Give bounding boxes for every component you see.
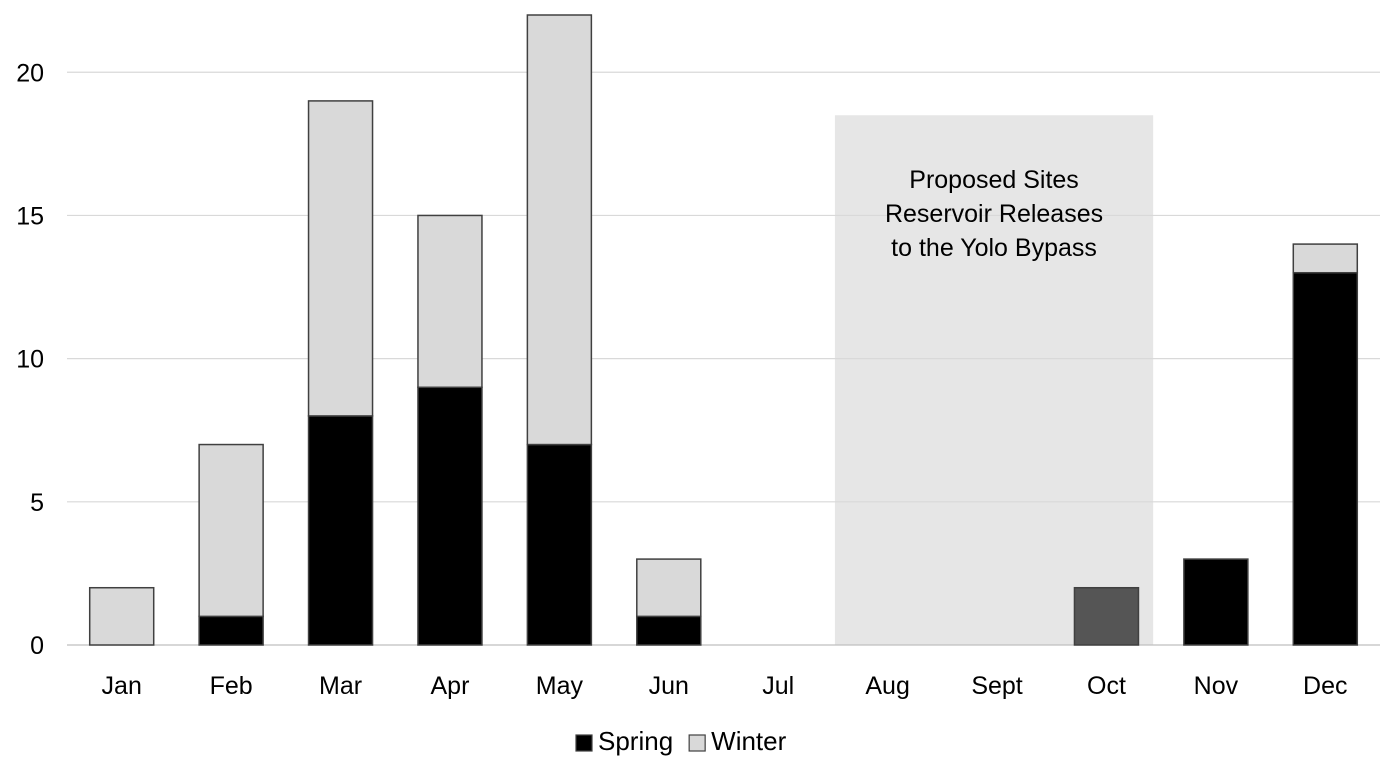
annotation-text: Reservoir Releases	[885, 200, 1103, 228]
bar-winter-feb	[198, 443, 264, 618]
legend-label-winter: Winter	[711, 726, 786, 756]
y-tick-label: 0	[30, 632, 44, 660]
bar-spring-jun	[636, 615, 702, 646]
y-tick-label: 5	[30, 489, 44, 517]
x-tick-label: Feb	[210, 672, 253, 700]
legend-swatch-spring	[575, 734, 593, 752]
legend-label-spring: Spring	[598, 726, 673, 756]
annotation-text: to the Yolo Bypass	[891, 234, 1097, 262]
annotation-shade	[834, 115, 1154, 645]
x-tick-label: Apr	[431, 672, 470, 700]
y-tick-label: 20	[16, 59, 44, 87]
bar-spring-apr	[417, 386, 483, 646]
y-tick-label: 15	[16, 202, 44, 230]
x-tick-label: Dec	[1303, 672, 1347, 700]
bar-spring-nov	[1183, 558, 1249, 646]
annotation-text: Proposed Sites	[909, 166, 1079, 194]
x-tick-label: Jul	[762, 672, 794, 700]
x-tick-label: Jan	[102, 672, 142, 700]
legend-swatch-winter	[688, 734, 706, 752]
x-tick-label: Aug	[865, 672, 909, 700]
bar-spring-may	[526, 443, 593, 646]
bar-spring-feb	[198, 615, 264, 646]
x-tick-label: Oct	[1087, 672, 1126, 700]
bar-spring-dec	[1292, 271, 1359, 646]
x-tick-label: Nov	[1194, 672, 1239, 700]
bar-winter-dec	[1292, 243, 1359, 274]
bar-spring-mar	[307, 415, 374, 646]
x-tick-label: Mar	[319, 672, 362, 700]
bar-winter-jun	[636, 558, 702, 618]
bar-winter-mar	[307, 100, 374, 417]
y-tick-label: 10	[16, 346, 44, 374]
bar-winter-apr	[417, 214, 483, 389]
x-tick-label: May	[536, 672, 584, 700]
bar-winter-jan	[88, 586, 155, 646]
bar-spring-oct	[1073, 586, 1140, 646]
x-tick-label: Jun	[649, 672, 689, 700]
x-tick-label: Sept	[971, 672, 1022, 700]
bar-winter-may	[526, 14, 593, 446]
